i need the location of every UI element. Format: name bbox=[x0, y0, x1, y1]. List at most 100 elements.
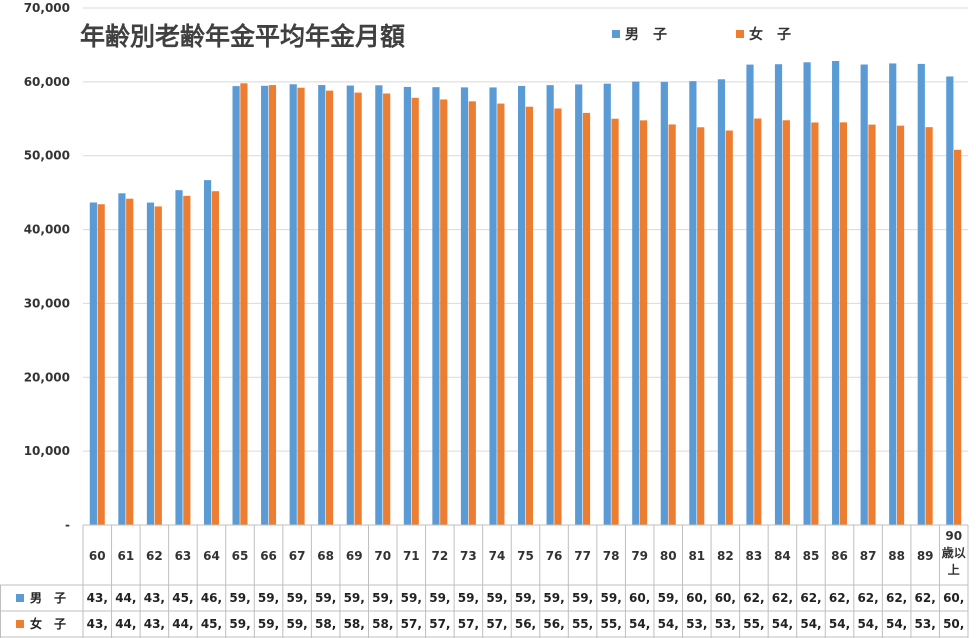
table-cell: 62, bbox=[743, 591, 764, 605]
table-cell: 58, bbox=[372, 617, 393, 631]
y-tick-label: - bbox=[65, 518, 70, 532]
x-tick-label: 60 bbox=[89, 549, 106, 563]
bar-female bbox=[183, 195, 191, 525]
table-cell: 59, bbox=[344, 591, 365, 605]
y-tick-label: 10,000 bbox=[24, 444, 70, 458]
bar-female bbox=[896, 125, 905, 526]
table-cell: 62, bbox=[800, 591, 821, 605]
bar-male bbox=[432, 87, 440, 525]
bar-female bbox=[868, 124, 876, 526]
bar-male bbox=[946, 76, 954, 525]
table-cell: 45, bbox=[201, 617, 222, 631]
table-cell: 53, bbox=[715, 617, 736, 631]
x-tick-label: 69 bbox=[346, 549, 363, 563]
bar-male bbox=[89, 202, 97, 525]
table-cell: 59, bbox=[286, 617, 307, 631]
table-cell: 59, bbox=[543, 591, 564, 605]
bar-male bbox=[689, 81, 697, 525]
bar-male bbox=[460, 87, 469, 526]
x-tick-label: 81 bbox=[688, 549, 705, 563]
x-tick-label: 87 bbox=[860, 549, 877, 563]
y-tick-label: 40,000 bbox=[24, 223, 70, 237]
bar-male bbox=[660, 81, 668, 525]
chart-title: 年齢別老齢年金平均年金月額 bbox=[80, 22, 405, 51]
x-tick-label: 80 bbox=[660, 549, 677, 563]
x-tick-label: 89 bbox=[917, 549, 934, 563]
table-cell: 59, bbox=[429, 591, 450, 605]
x-tick-label: 70 bbox=[374, 549, 391, 563]
bar-female bbox=[97, 204, 105, 525]
legend-label: 男 子 bbox=[625, 27, 667, 43]
bar-female bbox=[925, 127, 933, 526]
bar-male bbox=[832, 61, 840, 526]
table-cell: 62, bbox=[857, 591, 878, 605]
bar-male bbox=[261, 85, 269, 525]
table-cell: 59, bbox=[286, 591, 307, 605]
table-cell: 60, bbox=[715, 591, 736, 605]
bar-female bbox=[811, 122, 819, 525]
bar-female bbox=[268, 85, 277, 525]
bar-male bbox=[118, 193, 126, 526]
table-cell: 60, bbox=[686, 591, 707, 605]
table-cell: 43, bbox=[144, 617, 165, 631]
bar-female bbox=[525, 106, 533, 525]
table-cell: 44, bbox=[115, 617, 136, 631]
x-tick-label: 83 bbox=[746, 549, 763, 563]
bar-female bbox=[582, 112, 591, 526]
x-tick-label: 78 bbox=[603, 549, 620, 563]
table-cell: 59, bbox=[258, 591, 279, 605]
bar-male bbox=[889, 63, 897, 526]
y-tick-label: 50,000 bbox=[24, 149, 70, 163]
table-cell: 59, bbox=[572, 591, 593, 605]
table-cell: 60, bbox=[629, 591, 650, 605]
bar-female bbox=[611, 118, 619, 525]
legend: 男 子女 子 bbox=[612, 26, 791, 43]
bar-male bbox=[575, 84, 583, 525]
table-cell: 54, bbox=[829, 617, 850, 631]
bar-female bbox=[297, 87, 305, 525]
table-cell: 59, bbox=[515, 591, 536, 605]
bar-female bbox=[440, 99, 448, 525]
bar-male bbox=[232, 86, 240, 525]
table-cell: 57, bbox=[429, 617, 450, 631]
x-tick-label: 74 bbox=[489, 549, 506, 563]
table-cell: 44, bbox=[115, 591, 136, 605]
bar-male bbox=[518, 85, 526, 526]
bar-male bbox=[774, 64, 783, 525]
bar-female bbox=[383, 93, 391, 525]
table-cell: 58, bbox=[315, 617, 336, 631]
x-tick-label: 63 bbox=[175, 549, 192, 563]
x-tick-label: 62 bbox=[146, 549, 163, 563]
bar-female bbox=[354, 92, 362, 525]
bar-male bbox=[403, 86, 412, 526]
x-tick-label: 歳以 bbox=[942, 545, 966, 560]
x-tick-label: 68 bbox=[317, 549, 334, 563]
x-tick-label: 上 bbox=[948, 562, 960, 577]
bar-female bbox=[754, 118, 762, 525]
table-cell: 62, bbox=[886, 591, 907, 605]
bar-male bbox=[146, 202, 155, 525]
table-cell: 57, bbox=[401, 617, 422, 631]
table-cell: 59, bbox=[458, 591, 479, 605]
table-cell: 53, bbox=[915, 617, 936, 631]
table-cell: 59, bbox=[229, 617, 250, 631]
table-cell: 59, bbox=[229, 591, 250, 605]
table-cell: 43, bbox=[87, 591, 108, 605]
y-tick-label: 20,000 bbox=[24, 370, 70, 384]
bar-male bbox=[289, 84, 297, 525]
table-cell: 43, bbox=[87, 617, 108, 631]
table-cell: 56, bbox=[515, 617, 536, 631]
table-cell: 60, bbox=[943, 591, 964, 605]
bar-male bbox=[318, 85, 326, 525]
bar-female bbox=[639, 120, 648, 525]
table-cell: 54, bbox=[886, 617, 907, 631]
bar-female bbox=[782, 120, 790, 526]
bar-female bbox=[954, 149, 962, 525]
gridlines bbox=[83, 7, 968, 526]
table-cell: 62, bbox=[772, 591, 793, 605]
x-tick-label: 77 bbox=[574, 549, 591, 563]
data-table: 60 61 62 63 64 65 66 67 68 69 70 71 72 73 74 75 76 77 78 79… bbox=[0, 524, 969, 638]
bar-female bbox=[554, 108, 562, 526]
table-cell: 59, bbox=[258, 617, 279, 631]
bar-female bbox=[725, 130, 733, 525]
